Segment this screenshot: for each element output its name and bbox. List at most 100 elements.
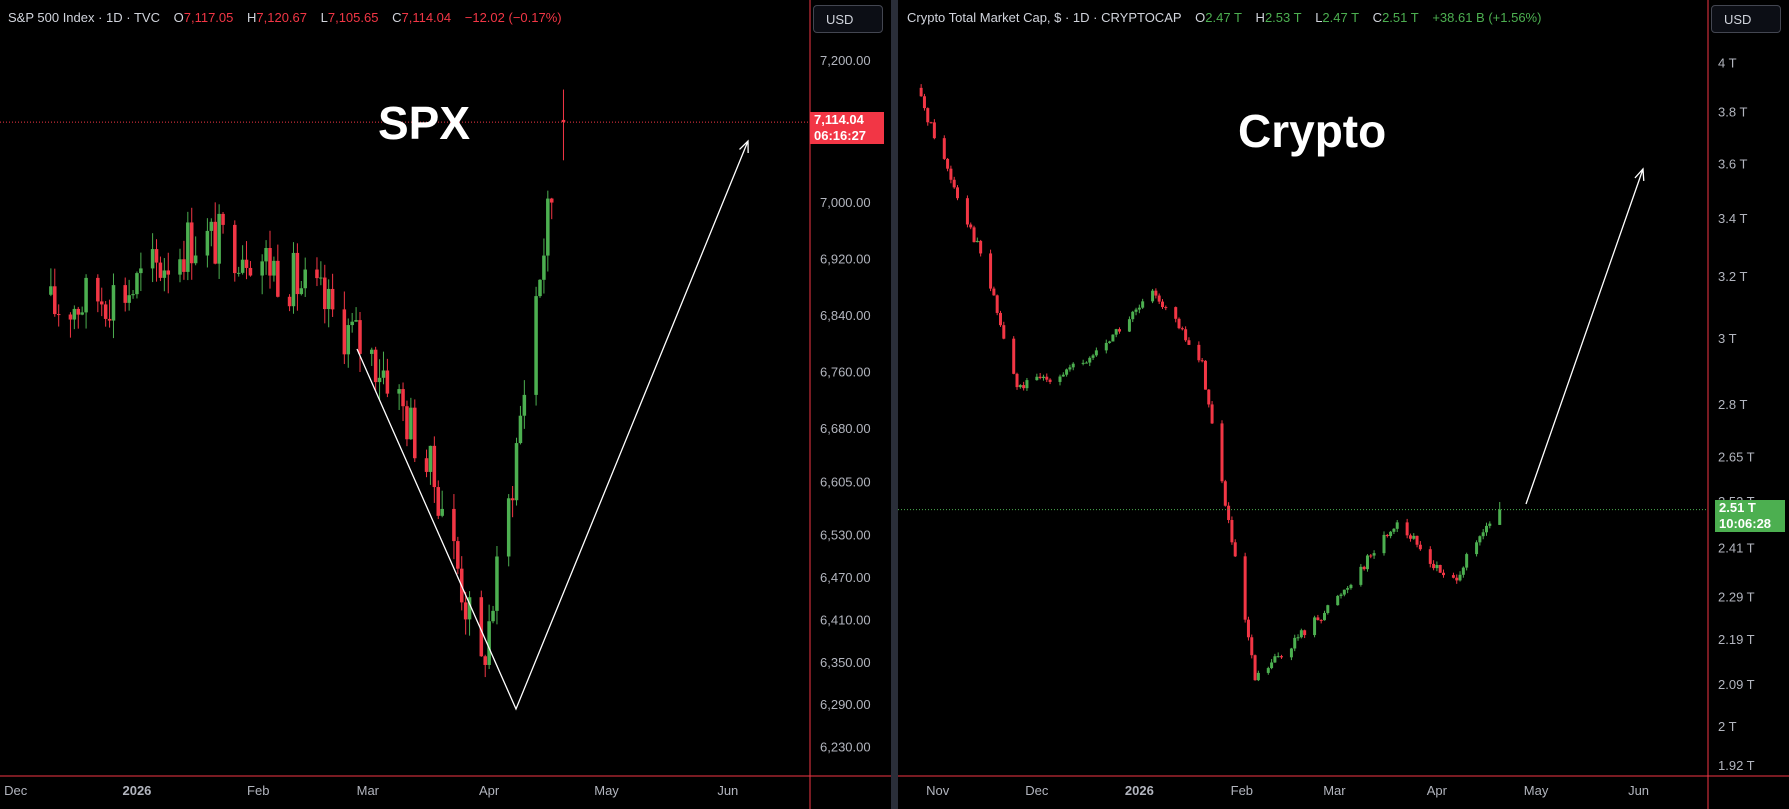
spx-high-label: H xyxy=(247,10,257,25)
crypto-candle-body xyxy=(1015,373,1019,388)
spx-symbol[interactable]: S&P 500 Index · 1D · TVC xyxy=(8,10,160,25)
crypto-candle-body xyxy=(1313,617,1317,636)
crypto-pane[interactable]: 4 T 3.8 T 3.6 T 3.4 T 3.2 T 3 T 2.8 T 2.65 T 2.5… xyxy=(898,0,1789,809)
crypto-candle-body xyxy=(952,179,956,188)
crypto-candle-body xyxy=(1289,648,1293,658)
crypto-candle-body xyxy=(1197,344,1201,361)
spx-drawn-arrow-head xyxy=(739,139,749,154)
spx-x-tick-label: Dec xyxy=(4,783,28,798)
crypto-x-tick-label: 2026 xyxy=(1125,783,1154,798)
crypto-candle-body xyxy=(1339,594,1343,596)
spx-candle-body xyxy=(80,312,84,315)
spx-y-tick-label: 7,000.00 xyxy=(820,195,871,210)
spx-candle-body xyxy=(522,394,527,416)
crypto-y-tick-label: 2.41 T xyxy=(1718,540,1755,555)
crypto-candle-body xyxy=(1484,525,1488,533)
spx-y-tick-label: 6,410.00 xyxy=(820,612,871,627)
crypto-change: +38.61 B (+1.56%) xyxy=(1432,10,1542,25)
crypto-y-tick-label: 2.8 T xyxy=(1718,397,1747,412)
spx-candle-body xyxy=(330,288,335,310)
crypto-candle-body xyxy=(979,240,983,254)
spx-low-label: L xyxy=(320,10,328,25)
crypto-candle-body xyxy=(1164,307,1168,309)
crypto-candle-body xyxy=(1084,362,1088,364)
crypto-candle-body xyxy=(1303,630,1307,636)
crypto-candle-body xyxy=(1382,534,1386,554)
crypto-candle-body xyxy=(922,96,926,109)
spx-pane[interactable]: 7,200.00 7,000.00 6,920.00 6,840.00 6,760.00… xyxy=(0,0,898,809)
crypto-y-tick-label: 2 T xyxy=(1718,719,1737,734)
crypto-candle-body xyxy=(1481,532,1485,537)
spx-candle-body xyxy=(319,277,323,279)
spx-candle-body xyxy=(103,304,108,319)
crypto-candle-body xyxy=(1412,535,1416,539)
spx-candle-body xyxy=(193,255,198,264)
spx-x-tick-label: Apr xyxy=(479,783,500,798)
crypto-countdown: 10:06:28 xyxy=(1719,515,1772,531)
spx-candle-body xyxy=(514,443,519,501)
crypto-candle-body xyxy=(1451,575,1455,578)
crypto-currency-button[interactable]: USD xyxy=(1711,5,1781,33)
spx-chart-svg[interactable]: 7,200.00 7,000.00 6,920.00 6,840.00 6,760.00… xyxy=(0,0,898,809)
spx-candle-body xyxy=(326,288,331,310)
crypto-y-tick-label: 3.6 T xyxy=(1718,156,1747,171)
crypto-candle-body xyxy=(1418,544,1422,550)
crypto-legend: Crypto Total Market Cap, $ · 1D · CRYPTO… xyxy=(907,10,1541,25)
crypto-candle-body xyxy=(1316,617,1320,621)
spx-candle-body xyxy=(483,656,487,665)
crypto-candle-body xyxy=(1326,605,1330,613)
crypto-candle-body xyxy=(1256,672,1260,681)
spx-candle-body xyxy=(549,198,554,203)
spx-candle-body xyxy=(424,458,429,472)
spx-change: −12.02 (−0.17%) xyxy=(464,10,562,25)
spx-currency-button[interactable]: USD xyxy=(813,5,883,33)
spx-candle-body xyxy=(107,318,112,321)
crypto-candle-body xyxy=(1065,369,1069,375)
spx-candle-body xyxy=(401,389,405,407)
spx-x-tick-label: Jun xyxy=(717,783,738,798)
crypto-candle-body xyxy=(1389,531,1393,537)
spx-candle-body xyxy=(76,308,81,315)
crypto-candle-body xyxy=(919,87,923,97)
spx-candle-body xyxy=(150,249,155,269)
spx-candle-body xyxy=(295,252,300,295)
spx-annotation-label: SPX xyxy=(378,97,471,149)
crypto-chart-svg[interactable]: 4 T 3.8 T 3.6 T 3.4 T 3.2 T 3 T 2.8 T 2.65 T 2.5… xyxy=(898,0,1789,809)
crypto-candle-body xyxy=(1091,355,1095,358)
spx-candle-body xyxy=(189,222,194,264)
crypto-candle-body xyxy=(1465,554,1469,568)
crypto-candle-body xyxy=(1369,555,1373,557)
spx-candle-body xyxy=(233,224,237,274)
pane-divider[interactable] xyxy=(891,0,898,809)
crypto-symbol[interactable]: Crypto Total Market Cap, $ · 1D · CRYPTO… xyxy=(907,10,1182,25)
crypto-y-tick-label: 2.65 T xyxy=(1718,450,1755,465)
crypto-candle-body xyxy=(1458,574,1462,581)
spx-x-tick-label: Feb xyxy=(247,783,269,798)
crypto-candle-body xyxy=(1498,509,1502,525)
crypto-candle-body xyxy=(1038,376,1042,379)
crypto-x-tick-label: May xyxy=(1524,783,1549,798)
crypto-candle-body xyxy=(1342,589,1346,595)
crypto-y-tick-label: 2.29 T xyxy=(1718,589,1755,604)
spx-candle-body xyxy=(139,268,143,274)
spx-candle-body xyxy=(358,320,362,354)
spx-candle-body xyxy=(99,301,104,305)
crypto-candle-body xyxy=(995,295,999,313)
crypto-candle-body xyxy=(942,138,946,159)
crypto-candle-body xyxy=(1280,656,1284,658)
crypto-candle-body xyxy=(1250,637,1254,656)
spx-candle-body xyxy=(432,445,437,488)
crypto-candle-body xyxy=(1243,556,1247,620)
spx-candle-body xyxy=(354,320,358,322)
spx-candle-body xyxy=(158,262,163,278)
crypto-candle-body xyxy=(1157,295,1161,302)
spx-candle-body xyxy=(346,325,351,355)
crypto-candle-body xyxy=(1035,376,1039,381)
spx-countdown: 06:16:27 xyxy=(814,128,867,144)
spx-drawn-arrow-line xyxy=(356,140,749,711)
spx-y-tick-label: 6,920.00 xyxy=(820,251,871,266)
spx-candle-body xyxy=(491,610,495,622)
crypto-candle-body xyxy=(929,122,933,124)
crypto-candle-body xyxy=(1108,341,1112,343)
